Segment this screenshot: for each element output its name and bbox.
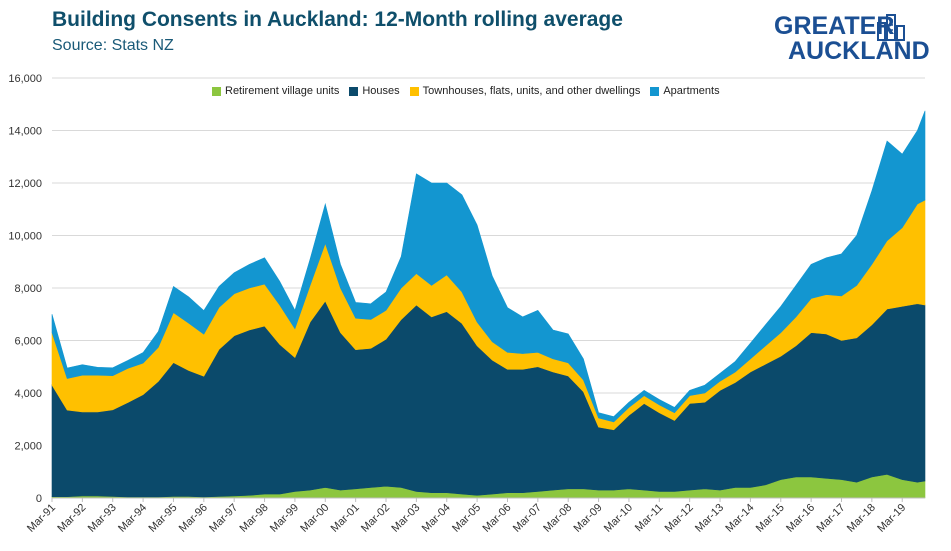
chart-title: Building Consents in Auckland: 12-Month … (52, 8, 623, 31)
area-apartments (51, 110, 926, 423)
x-tick-label: Mar-02 (359, 502, 392, 535)
y-tick-label: 14,000 (8, 126, 42, 138)
legend-item-townhouses: Townhouses, flats, units, and other dwel… (409, 85, 641, 97)
legend-item-apartments: Apartments (650, 85, 720, 97)
legend-label-townhouses: Townhouses, flats, units, and other dwel… (422, 85, 641, 97)
legend-item-retirement: Retirement village units (212, 85, 339, 97)
legend-label-apartments: Apartments (663, 85, 720, 97)
x-tick-label: Mar-03 (389, 502, 422, 535)
x-tick-label: Mar-17 (814, 502, 847, 535)
y-tick-label: 12,000 (8, 178, 42, 190)
x-tick-label: Mar-93 (86, 502, 119, 535)
x-tick-label: Mar-11 (633, 502, 666, 535)
y-tick-label: 16,000 (8, 73, 42, 85)
x-tick-label: Mar-92 (55, 502, 88, 535)
legend-swatch-retirement (212, 86, 221, 96)
x-tick-label: Mar-99 (268, 502, 301, 535)
x-tick-label: Mar-15 (754, 502, 787, 535)
legend-item-houses: Houses (349, 85, 400, 97)
y-tick-label: 2,000 (14, 441, 42, 453)
y-tick-label: 10,000 (8, 231, 42, 243)
x-tick-label: Mar-96 (177, 502, 210, 535)
x-tick-label: Mar-98 (238, 502, 271, 535)
x-tick-label: Mar-01 (329, 502, 362, 535)
city-buildings-icon (877, 14, 905, 41)
x-tick-label: Mar-91 (25, 502, 58, 535)
chart-legend: Retirement village units Houses Townhous… (212, 84, 730, 98)
x-tick-label: Mar-18 (845, 502, 878, 535)
logo-text-line1: GREATER (774, 12, 895, 40)
x-tick-label: Mar-07 (511, 502, 544, 535)
x-tick-label: Mar-05 (450, 502, 483, 535)
logo-text-line2: AUCKLAND (788, 37, 930, 65)
legend-label-houses: Houses (362, 85, 400, 97)
y-tick-label: 8,000 (14, 283, 42, 295)
logo: GREATER AUCKLAND (772, 12, 932, 66)
x-tick-label: Mar-10 (602, 502, 635, 535)
legend-swatch-houses (349, 86, 359, 96)
chart-subtitle: Source: Stats NZ (52, 37, 174, 54)
x-tick-label: Mar-06 (480, 502, 513, 535)
x-tick-label: Mar-00 (298, 502, 331, 535)
y-tick-label: 0 (36, 493, 42, 505)
x-tick-label: Mar-14 (723, 502, 756, 535)
x-tick-label: Mar-95 (146, 502, 179, 535)
x-tick-label: Mar-16 (784, 502, 817, 535)
legend-label-retirement: Retirement village units (225, 85, 340, 97)
legend-swatch-apartments (650, 86, 660, 96)
legend-swatch-townhouses (409, 86, 419, 96)
x-tick-label: Mar-04 (420, 502, 453, 535)
x-tick-label: Mar-94 (116, 502, 149, 535)
y-tick-label: 4,000 (14, 388, 42, 400)
x-tick-label: Mar-19 (875, 502, 908, 535)
x-tick-label: Mar-09 (572, 502, 605, 535)
x-tick-label: Mar-97 (207, 502, 240, 535)
x-tick-label: Mar-12 (663, 502, 696, 535)
x-tick-label: Mar-13 (693, 502, 726, 535)
y-tick-label: 6,000 (14, 336, 42, 348)
x-tick-label: Mar-08 (541, 502, 574, 535)
